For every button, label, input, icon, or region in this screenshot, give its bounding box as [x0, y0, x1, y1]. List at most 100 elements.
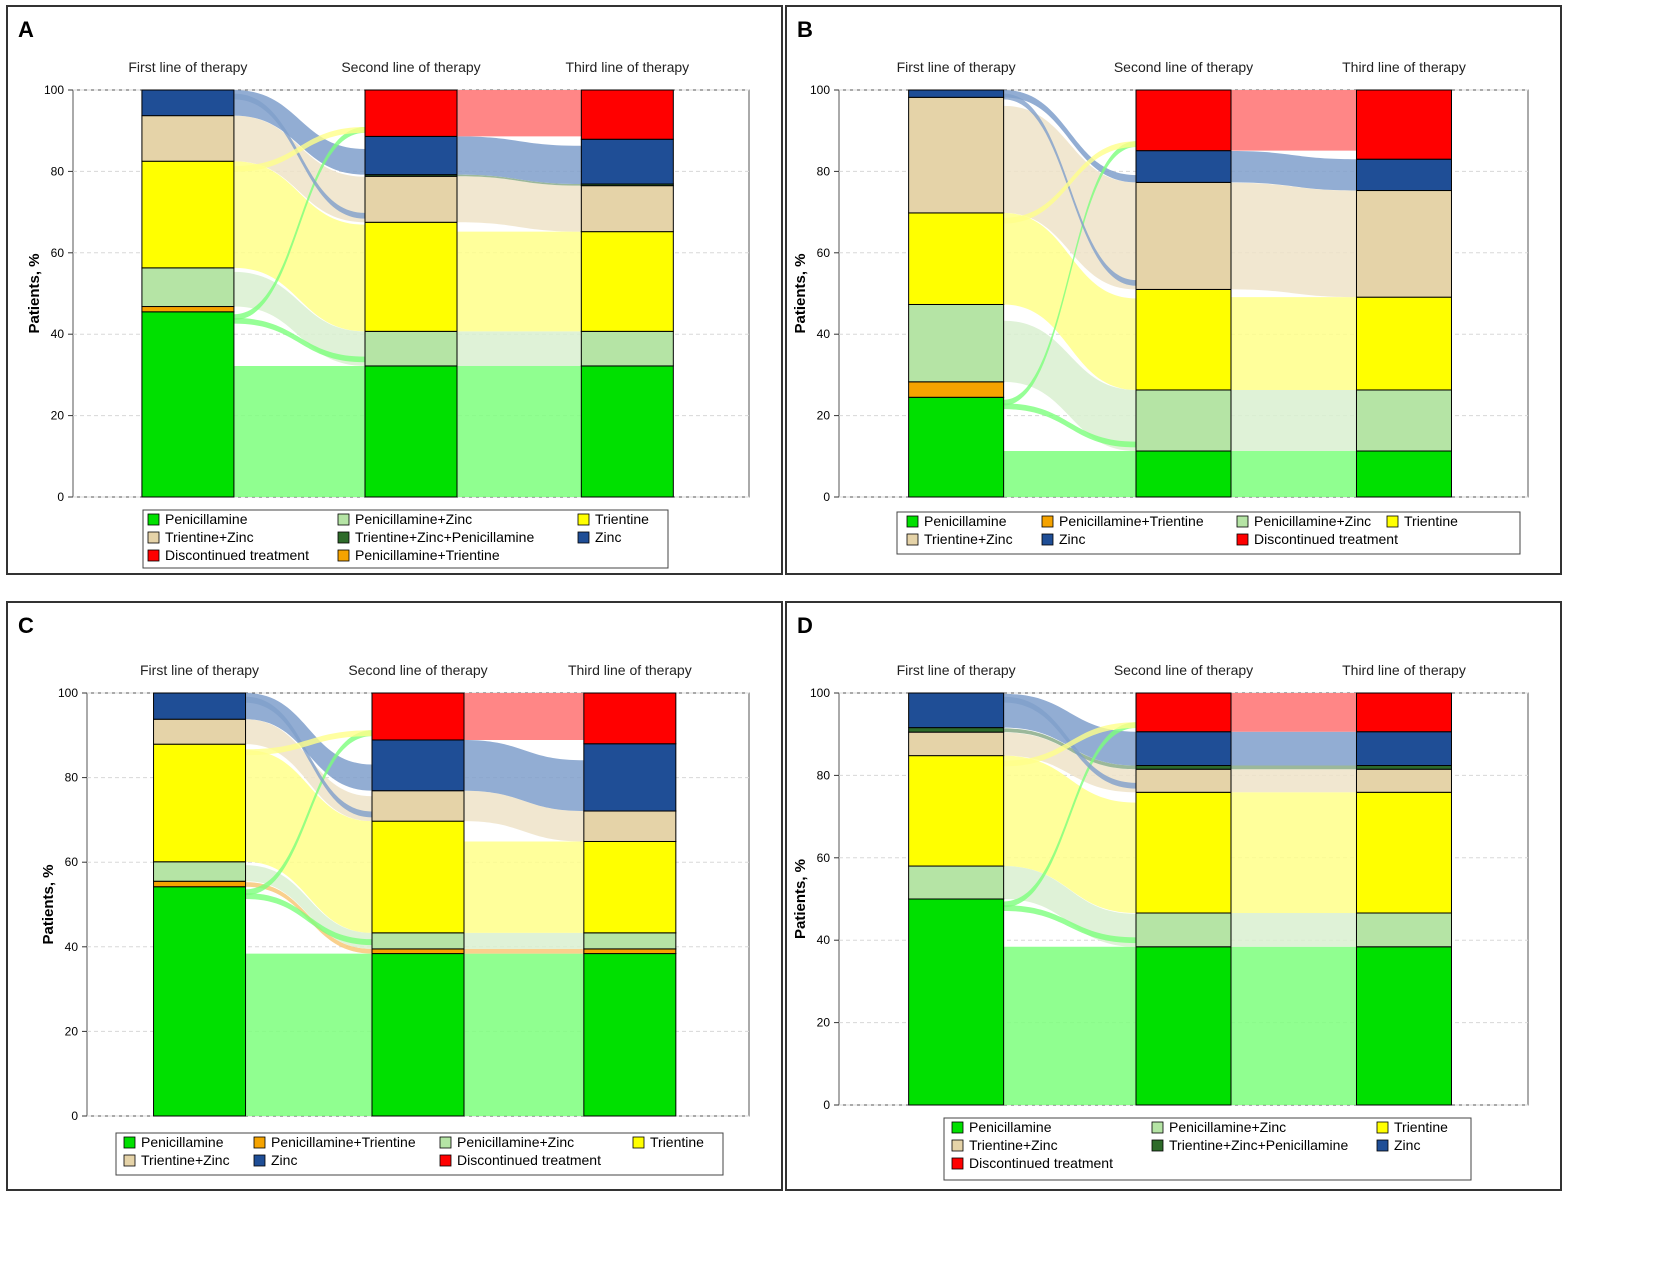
- flow-zinc: [457, 136, 582, 185]
- y-axis-label: Patients, %: [792, 253, 809, 333]
- stacked-bar-1: [141, 89, 235, 498]
- bar-segment-zinc: [1355, 158, 1452, 192]
- bar-segment-zinc: [1135, 731, 1232, 767]
- flow-trientine-zinc: [233, 115, 365, 223]
- legend-label: Trientine: [650, 1134, 704, 1150]
- flow-switch-penicillamine: [1003, 905, 1136, 944]
- legend-label: Trientine+Zinc: [165, 529, 254, 545]
- bar-segment-penicillamine-zinc: [371, 932, 465, 950]
- bar-segment-trientine-zinc: [908, 731, 1005, 757]
- legend-item-zinc: Zinc: [253, 1152, 297, 1168]
- flow-penicillamine: [1231, 946, 1357, 1105]
- y-tick-label: 40: [65, 940, 79, 954]
- legend-item-penicillamine: Penicillamine: [147, 511, 248, 527]
- bar-segment-discontinued-treatment: [364, 89, 458, 137]
- flow-penicillamine: [1231, 451, 1357, 497]
- bar-segment-penicillamine-zinc: [583, 932, 677, 950]
- legend-label: Penicillamine: [141, 1134, 224, 1150]
- bar-segment-penicillamine: [583, 953, 677, 1117]
- bar-segment-penicillamine: [580, 365, 674, 498]
- legend-label: Penicillamine+Trientine: [1059, 513, 1204, 529]
- stage-title-1: First line of therapy: [140, 662, 259, 678]
- flow-switch-zinc: [233, 93, 365, 219]
- flow-trientine: [1003, 755, 1136, 914]
- legend-item-trientine-zinc-penicillamine: Trientine+Zinc+Penicillamine: [1151, 1137, 1348, 1153]
- bar-segment-penicillamine-zinc: [141, 267, 235, 308]
- legend-item-trientine: Trientine: [1376, 1119, 1448, 1135]
- legend-label: Zinc: [595, 529, 621, 545]
- stage-title-1: First line of therapy: [897, 662, 1016, 678]
- bar-segment-trientine: [364, 221, 458, 332]
- bar-segment-trientine: [153, 743, 247, 863]
- bar-segment-trientine: [908, 212, 1005, 305]
- stacked-bar-3: [1355, 692, 1452, 1106]
- bar-segment-penicillamine: [141, 311, 235, 498]
- legend-label: Trientine+Zinc: [969, 1137, 1058, 1153]
- legend: Penicillamine Penicillamine+Trientine Peni…: [896, 511, 1521, 555]
- legend: Penicillamine Penicillamine+Zinc Trientine…: [142, 509, 669, 569]
- legend-label: Penicillamine+Zinc: [355, 511, 472, 527]
- legend-item-penicillamine: Penicillamine: [951, 1119, 1052, 1135]
- panel-c: C 0 20 40 60 80 100 Patients, % First line of th…: [6, 601, 783, 1191]
- flow-discontinued-treatment: [1231, 90, 1357, 151]
- y-tick-label: 40: [51, 327, 65, 341]
- legend-box: [115, 1132, 724, 1176]
- legend-item-trientine-zinc: Trientine+Zinc: [147, 529, 254, 545]
- stage-title-3: Third line of therapy: [565, 59, 689, 75]
- bar-segment-trientine: [1355, 791, 1452, 914]
- legend-swatch: [951, 1121, 964, 1134]
- bar-segment-trientine-zinc-penicillamine: [1355, 765, 1452, 770]
- flow-trientine: [464, 841, 584, 933]
- flow-links: [245, 693, 584, 1116]
- bar-segment-trientine-zinc: [1355, 190, 1452, 298]
- legend-swatch: [951, 1157, 964, 1170]
- legend-item-zinc: Zinc: [1041, 531, 1085, 547]
- y-axis-label: Patients, %: [40, 864, 57, 944]
- legend-swatch: [1376, 1139, 1389, 1152]
- bar-segment-trientine-zinc: [364, 175, 458, 223]
- stacked-bar-2: [1135, 692, 1232, 1106]
- flow-links: [1003, 693, 1357, 1105]
- bar-segment-penicillamine: [1135, 450, 1232, 498]
- bar-segment-penicillamine-zinc: [1355, 912, 1452, 948]
- legend-item-penicillamine-trientine: Penicillamine+Trientine: [253, 1134, 416, 1150]
- legend-swatch: [1041, 533, 1054, 546]
- panel-letter: D: [797, 613, 813, 638]
- legend-label: Zinc: [1394, 1137, 1420, 1153]
- legend-item-penicillamine: Penicillamine: [906, 513, 1007, 529]
- stage-title-1: First line of therapy: [128, 59, 247, 75]
- flow-trientine-zinc: [1231, 182, 1357, 298]
- y-tick-label: 60: [65, 855, 79, 869]
- legend-swatch: [147, 531, 160, 544]
- bar-segment-discontinued-treatment: [583, 692, 677, 745]
- legend-swatch: [147, 549, 160, 562]
- legend-item-trientine-zinc: Trientine+Zinc: [906, 531, 1013, 547]
- legend: Penicillamine Penicillamine+Zinc Trientine…: [943, 1117, 1472, 1181]
- bar-segment-zinc: [908, 692, 1005, 729]
- legend-item-trientine: Trientine: [577, 511, 649, 527]
- panel-letter: C: [18, 613, 34, 638]
- flow-penicillamine-zinc: [1003, 320, 1136, 452]
- legend-swatch: [337, 531, 350, 544]
- legend-item-trientine: Trientine: [1386, 513, 1458, 529]
- stage-title-3: Third line of therapy: [1342, 662, 1466, 678]
- bar-segment-penicillamine-trientine: [583, 948, 677, 955]
- legend-label: Penicillamine+Zinc: [457, 1134, 574, 1150]
- legend-label: Zinc: [271, 1152, 297, 1168]
- bar-segment-penicillamine-zinc: [908, 865, 1005, 900]
- flow-trientine-zinc-penicillamine: [1231, 765, 1357, 770]
- flow-zinc: [1003, 693, 1136, 766]
- legend-item-discontinued-treatment: Discontinued treatment: [439, 1152, 601, 1168]
- y-tick-label: 20: [817, 1016, 831, 1030]
- legend-swatch: [1041, 515, 1054, 528]
- chart-d: D 0 20 40 60 80 100 Patients, % First line of th…: [792, 613, 1529, 1181]
- legend-label: Discontinued treatment: [457, 1152, 601, 1168]
- flow-switch-penicillamine: [245, 893, 372, 946]
- stacked-bar-1: [908, 89, 1005, 498]
- legend-swatch: [1376, 1121, 1389, 1134]
- chart-c: C 0 20 40 60 80 100 Patients, % First line of th…: [18, 613, 750, 1176]
- flow-trientine-zinc: [1231, 769, 1357, 793]
- y-tick-label: 60: [817, 851, 831, 865]
- panel-b: B 0 20 40 60 80 100 Patients, % First line of th…: [785, 5, 1562, 575]
- flow-switch-penicillamine: [233, 127, 365, 320]
